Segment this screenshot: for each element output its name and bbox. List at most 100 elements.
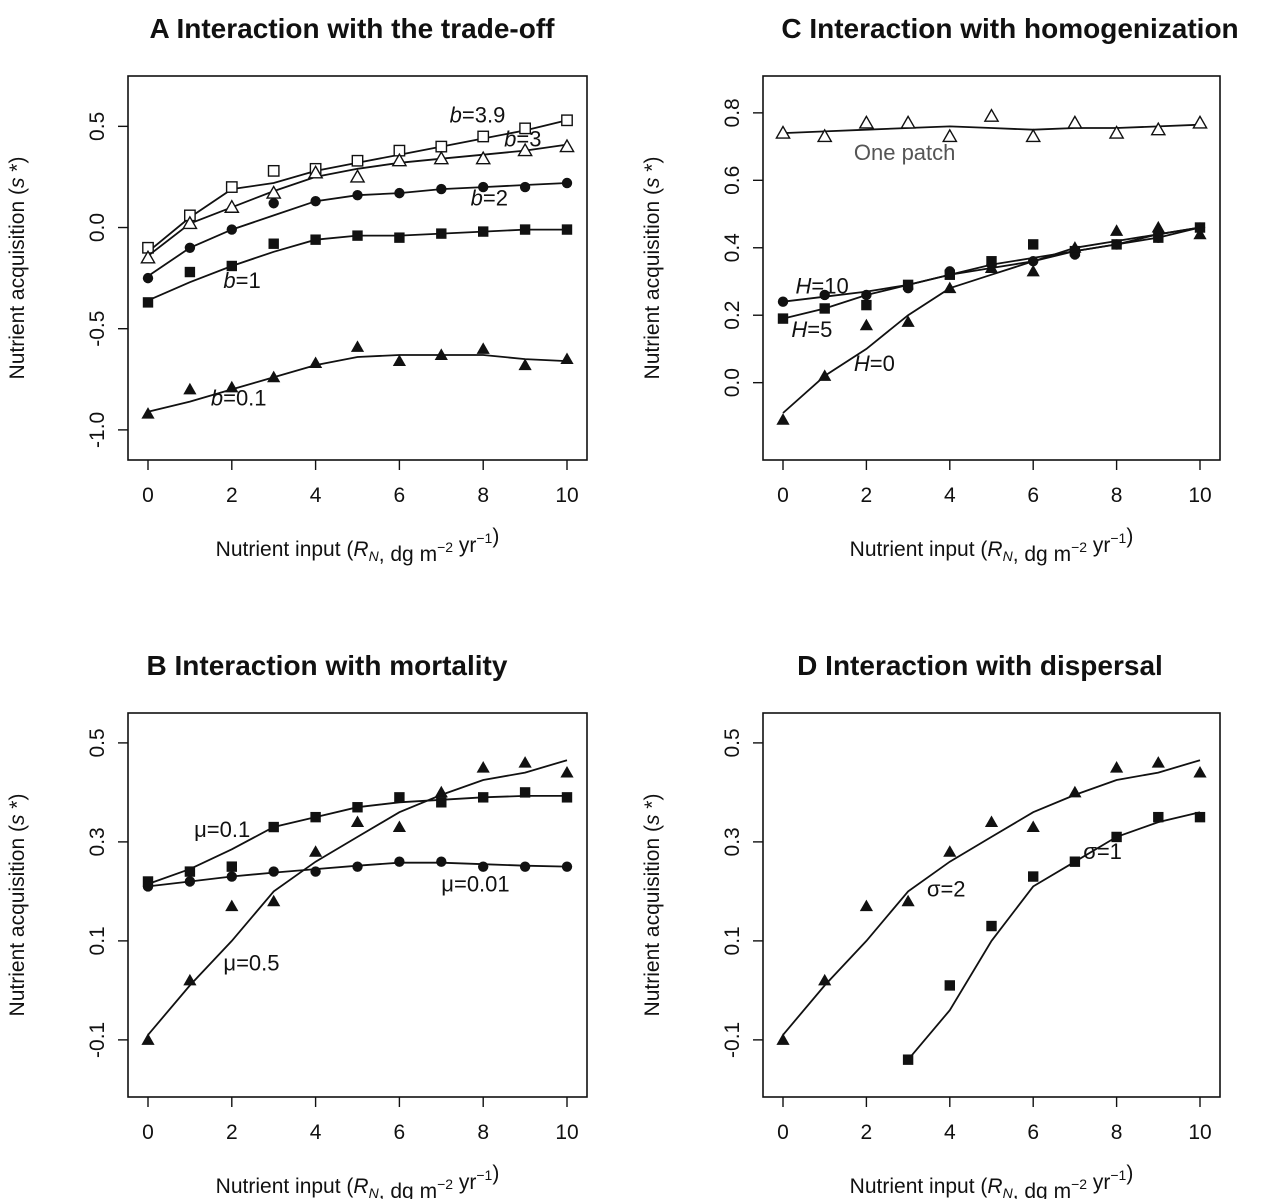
series-label: μ=0.5 [223,951,279,976]
data-point [859,318,873,331]
x-tick-label: 4 [944,1121,956,1144]
panel-d: D Interaction with dispersal 0 2 4 6 8 10 -0.1 0… [641,650,1221,1199]
series-label: b=3 [504,127,541,152]
series-2 [142,177,573,284]
data-point [307,164,324,179]
x-axis-label: Nutrient input (RN, dg m−2 yr−1) [216,1162,500,1199]
data-point [394,792,405,803]
series-label: H=10 [796,273,849,298]
series-label: σ=1 [1083,839,1122,864]
y-tick-label: 0.5 [721,728,744,757]
x-tick-label: 6 [394,1121,406,1144]
data-point [140,249,156,264]
y-tick-label: 0.1 [86,926,109,955]
series-line [782,123,1201,134]
data-point [561,177,573,189]
plot-frame [762,712,1221,1098]
data-point [944,269,955,280]
x-tick-label: 8 [477,1121,489,1144]
data-point [983,108,1000,122]
data-point [984,815,999,828]
data-point [391,152,408,167]
data-point [861,299,872,311]
data-point [436,228,447,239]
data-point [900,114,916,129]
data-point [943,845,957,857]
data-point [1069,856,1081,867]
data-point [142,881,154,892]
data-point [776,413,790,425]
data-point [1111,239,1122,250]
x-tick-label: 0 [777,1121,789,1144]
series-label: b=3.9 [450,102,506,127]
data-point [1194,811,1206,823]
data-point [941,128,958,143]
data-point [1026,264,1040,277]
data-point [477,130,490,143]
data-point [1028,871,1039,882]
data-point [777,296,789,307]
data-point [1193,765,1207,778]
panel-title: D Interaction with dispersal [797,650,1163,681]
data-point [1028,239,1039,250]
data-point [478,181,489,193]
data-point [517,142,533,157]
series-label: μ=0.1 [194,817,250,842]
plot-frame [127,75,588,461]
series-line [147,143,568,257]
data-point [944,980,955,991]
x-tick-label: 8 [1111,484,1123,507]
data-point [816,128,833,143]
panel-title: A Interaction with the trade-off [150,13,556,44]
series-label: H=0 [854,351,895,376]
data-point [226,260,237,272]
data-point [559,138,575,153]
data-point [560,765,574,778]
data-point [352,861,363,872]
data-point [268,198,279,209]
data-point [183,382,197,395]
series-line [782,759,1201,1036]
series-4 [141,340,574,419]
data-point [394,187,405,199]
data-point [352,189,363,201]
data-point [560,352,574,365]
data-point [309,356,323,369]
data-point [986,256,997,267]
data-point [349,168,366,183]
data-point [1193,227,1207,240]
data-point [1192,114,1208,129]
data-point [1068,241,1082,253]
x-tick-label: 2 [861,484,873,507]
data-point [435,140,448,153]
data-point [225,899,239,912]
x-tick-label: 0 [777,484,789,507]
data-point [478,861,489,872]
data-point [1026,820,1040,832]
data-point [267,164,280,177]
series-0 [776,756,1207,1045]
data-point [475,150,492,165]
series-label: σ=2 [927,876,966,901]
data-point [223,199,240,213]
data-point [1150,121,1167,136]
panel-title: B Interaction with mortality [147,650,508,681]
series-0 [775,108,1208,143]
data-point [225,380,239,393]
series-line [147,354,568,413]
data-point [561,114,573,127]
data-point [268,866,279,877]
data-point [350,815,365,828]
data-point [436,856,447,867]
data-point [394,856,405,867]
data-point [184,876,196,887]
series-3 [142,224,573,308]
y-tick-label: -0.1 [86,1022,109,1058]
y-axis-label: Nutrient acquisition (s *) [6,157,29,380]
data-point [818,369,832,381]
data-point [519,181,531,193]
y-tick-label: 0.3 [86,827,109,856]
x-tick-label: 6 [1027,484,1039,507]
data-point [434,785,448,798]
x-tick-label: 4 [310,1121,322,1144]
